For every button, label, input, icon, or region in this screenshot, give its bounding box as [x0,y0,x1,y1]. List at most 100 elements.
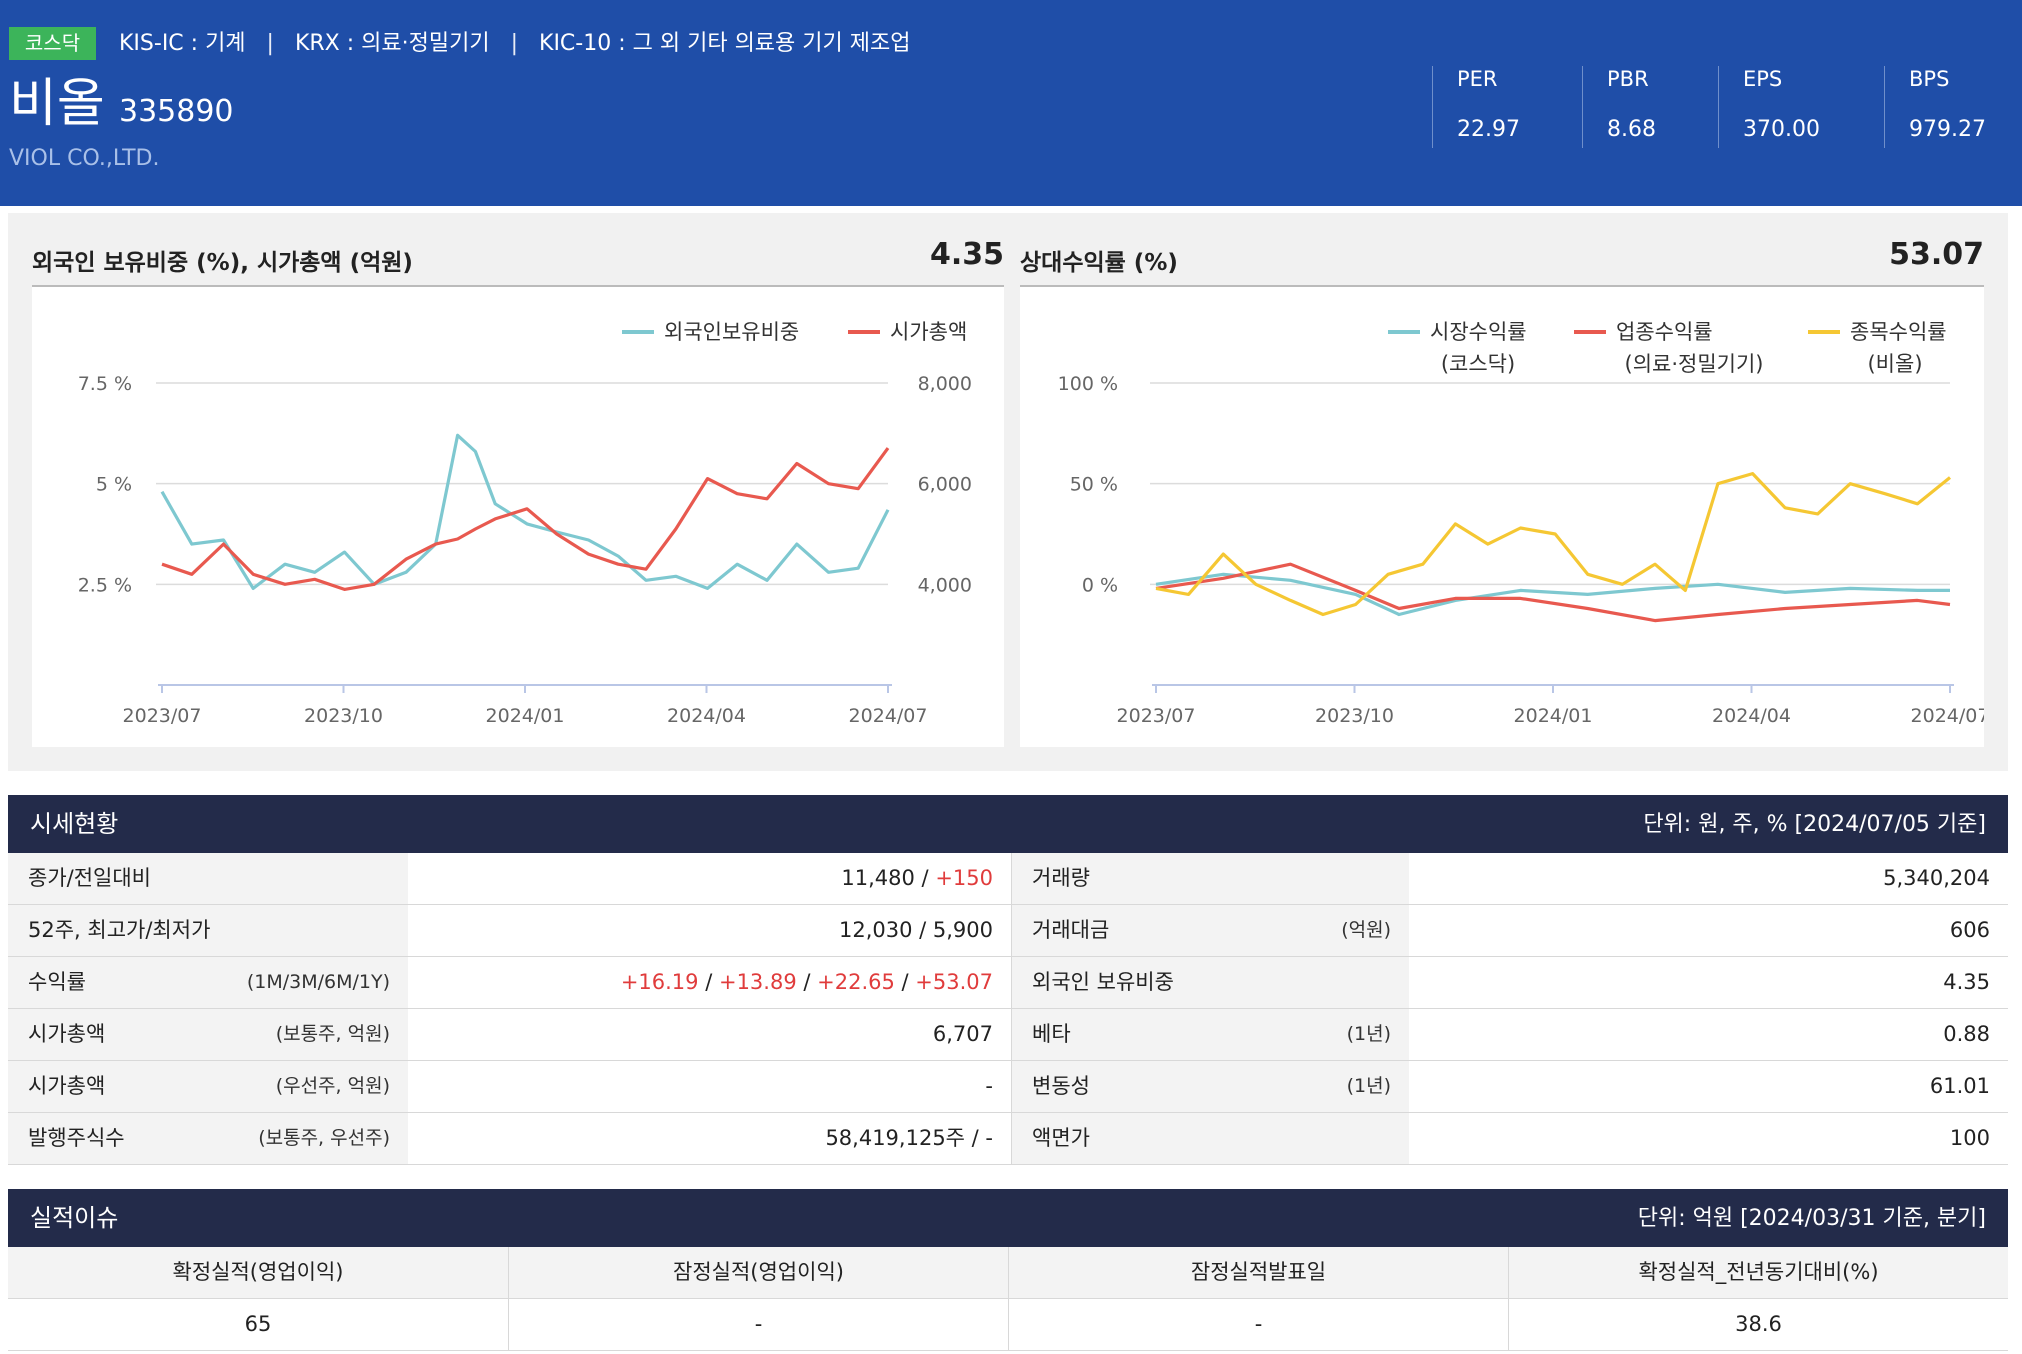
industry-separator: | [510,31,519,56]
price-label: 수익률 [28,970,86,994]
legend-label: 외국인보유비중 [664,320,799,344]
return-value: +13.89 [718,970,797,994]
earnings-value: - [1008,1299,1508,1350]
price-value-cell: 5,340,204 [1409,853,2008,904]
price-row: 종가/전일대비 11,480 / +150 거래량 5,340,204 [8,853,2008,905]
price-label-sub: (1년) [1346,1023,1391,1045]
y-left-tick-label: 2.5 % [78,574,132,596]
y-left-tick-label: 7.5 % [78,373,132,395]
y-right-tick-label: 6,000 [918,474,972,496]
metric-label: PBR [1607,67,1649,91]
legend-label: 시장수익률 [1430,320,1527,344]
price-label-sub: (보통주, 우선주) [258,1127,390,1149]
price-value-cell: +16.19 / +13.89 / +22.65 / +53.07 [408,957,1011,1008]
price-label: 베타 [1032,1022,1071,1046]
earnings-section-header: 실적이슈 단위: 억원 [2024/03/31 기준, 분기] [8,1189,2008,1247]
series-line-1 [1155,572,1950,617]
price-label: 52주, 최고가/최저가 [28,918,211,942]
price-value: 58,419,125주 / - [825,1126,993,1150]
section-title: 시세현황 [30,810,119,838]
metric-label: BPS [1909,67,1950,91]
legend-sublabel: (의료·정밀기기) [1625,352,1764,376]
price-label-cell: 시가총액 (보통주, 억원) [8,1009,408,1060]
price-label-cell: 액면가 [1011,1113,1409,1164]
price-row: 수익률 (1M/3M/6M/1Y) +16.19 / +13.89 / +22.65… [8,957,2008,1009]
market-badge: 코스닥 [9,27,96,60]
chart-foreign-market-cap[interactable]: 2023/07 2023/10 2024/01 2024/04 2024/07 7.5 %… [32,285,1004,747]
price-value-cell: 61.01 [1409,1061,2008,1112]
price-row: 시가총액 (보통주, 억원) 6,707 베타 (1년) 0.88 [8,1009,2008,1061]
price-value: 4.35 [1943,970,1990,994]
price-label-sub: (억원) [1341,919,1391,941]
x-tick-label: 2024/01 [486,705,565,727]
x-tick-label: 2024/07 [1911,705,1984,727]
earnings-col-header: 잠정실적발표일 [1008,1247,1508,1298]
chart-headline-value: 53.07 [1889,237,1984,272]
chart-headline-value: 4.35 [929,237,1004,272]
price-value-cell: 58,419,125주 / - [408,1113,1011,1164]
earnings-col-header: 잠정실적(영업이익) [508,1247,1008,1298]
industry-kis[interactable]: KIS-IC : 기계 [119,31,246,56]
price-label-cell: 시가총액 (우선주, 억원) [8,1061,408,1112]
price-value-cell: 6,707 [408,1009,1011,1060]
price-value: 6,707 [932,1022,993,1046]
x-tick-label: 2023/10 [1315,705,1394,727]
price-label-sub: (1M/3M/6M/1Y) [246,971,390,993]
section-unit: 단위: 억원 [2024/03/31 기준, 분기] [1637,1206,1986,1231]
series-line-2 [161,447,890,591]
chart-title: 외국인 보유비중 (%), 시가총액 (억원) [32,250,413,276]
section-title: 실적이슈 [30,1204,119,1232]
price-label: 시가총액 [28,1022,106,1046]
price-value-cell: 12,030 / 5,900 [408,905,1011,956]
x-tick-label: 2023/07 [1117,705,1196,727]
price-value: 61.01 [1929,1074,1990,1098]
price-row: 시가총액 (우선주, 억원) - 변동성 (1년) 61.01 [8,1061,2008,1113]
y-right-tick-label: 4,000 [918,574,972,596]
price-value-cell: 4.35 [1409,957,2008,1008]
section-unit: 단위: 원, 주, % [2024/07/05 기준] [1643,812,1986,837]
price-label-cell: 거래대금 (억원) [1011,905,1409,956]
value-separator: / [894,970,916,994]
y-tick-label: 50 % [1070,474,1118,496]
x-tick-label: 2024/01 [1514,705,1593,727]
y-tick-label: 100 % [1058,373,1118,395]
company-name: 비올 [9,74,105,134]
metric-value: 8.68 [1607,117,1656,142]
price-label-cell: 변동성 (1년) [1011,1061,1409,1112]
price-label: 거래대금 [1032,918,1110,942]
earnings-col-header: 확정실적_전년동기대비(%) [1508,1247,2008,1298]
metric-label: EPS [1743,67,1783,91]
price-label-cell: 외국인 보유비중 [1011,957,1409,1008]
metric-value: 370.00 [1743,117,1820,142]
metric-value: 979.27 [1909,117,1986,142]
stock-header: 코스닥 KIS-IC : 기계 | KRX : 의료·정밀기기 | KIC-10… [0,0,2022,206]
chart-svg: 2023/07 2023/10 2024/01 2024/04 2024/07 7.5 %… [78,320,972,727]
x-tick-label: 2024/04 [1712,705,1791,727]
price-label-cell: 52주, 최고가/최저가 [8,905,408,956]
industry-krx[interactable]: KRX : 의료·정밀기기 [294,31,490,56]
price-value: - [985,1074,993,1098]
y-right-tick-label: 8,000 [918,373,972,395]
metric-per: PER 22.97 [1432,66,1520,148]
earnings-col-header: 확정실적(영업이익) [8,1247,508,1298]
legend-label: 업종수익률 [1616,320,1713,344]
y-left-tick-label: 5 % [96,474,132,496]
price-value-cell: - [408,1061,1011,1112]
metric-pbr: PBR 8.68 [1582,66,1656,148]
x-tick-label: 2023/07 [123,705,202,727]
return-value: +16.19 [620,970,699,994]
price-value: 12,030 / 5,900 [838,918,993,942]
price-label-sub: (보통주, 억원) [275,1023,390,1045]
company-code: 335890 [119,94,234,129]
price-label: 액면가 [1032,1126,1090,1150]
return-value: +22.65 [817,970,895,994]
industry-kic[interactable]: KIC-10 : 그 외 기타 의료용 기기 제조업 [539,31,911,56]
price-label: 변동성 [1032,1074,1090,1098]
price-label-cell: 베타 (1년) [1011,1009,1409,1060]
series-line-1 [160,433,890,590]
chart-svg: 2023/07 2023/10 2024/01 2024/04 2024/07 100 %… [1058,320,1984,727]
legend-sublabel: (코스닥) [1441,352,1515,376]
price-label-cell: 종가/전일대비 [8,853,408,904]
company-name-en: VIOL CO.,LTD. [9,146,160,171]
chart-relative-return[interactable]: 2023/07 2023/10 2024/01 2024/04 2024/07 100 %… [1020,285,1984,747]
